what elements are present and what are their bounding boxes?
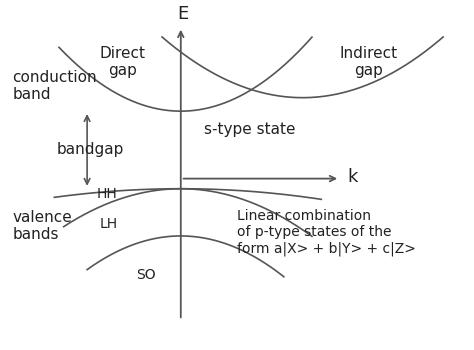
Text: SO: SO — [136, 268, 155, 282]
Text: Direct
gap: Direct gap — [99, 46, 145, 78]
Text: valence
bands: valence bands — [12, 210, 72, 242]
Text: bandgap: bandgap — [57, 142, 124, 158]
Text: HH: HH — [97, 187, 118, 201]
Text: s-type state: s-type state — [204, 122, 296, 137]
Text: LH: LH — [100, 217, 118, 231]
Text: conduction
band: conduction band — [12, 70, 97, 102]
Text: Linear combination
of p-type states of the
form a|X> + b|Y> + c|Z>: Linear combination of p-type states of t… — [237, 209, 416, 256]
Text: Indirect
gap: Indirect gap — [339, 46, 397, 78]
Text: k: k — [347, 168, 357, 186]
Text: E: E — [177, 6, 189, 23]
